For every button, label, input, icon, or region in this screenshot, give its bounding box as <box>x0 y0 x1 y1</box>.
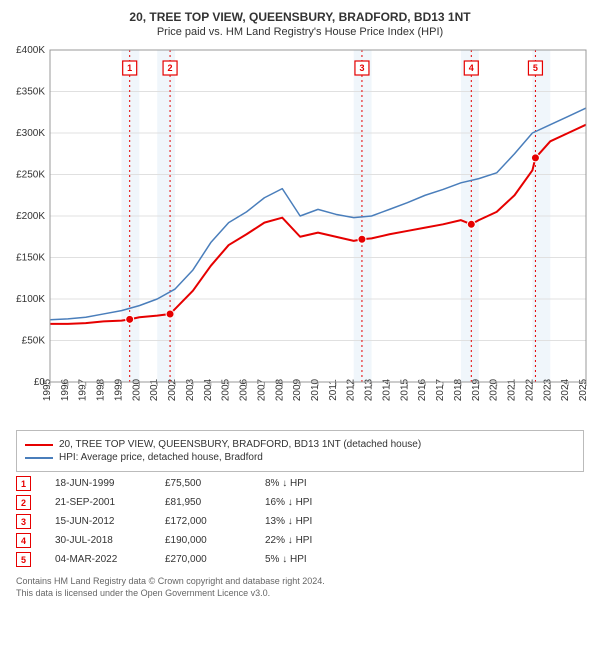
tx-hpi: 16% ↓ HPI <box>265 497 385 508</box>
legend-label: 20, TREE TOP VIEW, QUEENSBURY, BRADFORD,… <box>59 439 421 450</box>
tx-price: £190,000 <box>165 535 265 546</box>
page-subtitle: Price paid vs. HM Land Registry's House … <box>6 26 594 38</box>
tx-flag: 2 <box>16 495 31 510</box>
legend-swatch <box>25 457 53 459</box>
tx-flag: 1 <box>16 476 31 491</box>
table-row: 1 18-JUN-1999£75,5008% ↓ HPI <box>16 476 584 491</box>
footer-line-2: This data is licensed under the Open Gov… <box>16 587 584 599</box>
tx-flag: 5 <box>16 552 31 567</box>
table-row: 5 04-MAR-2022£270,0005% ↓ HPI <box>16 552 584 567</box>
svg-text:3: 3 <box>359 63 364 73</box>
svg-text:5: 5 <box>533 63 538 73</box>
svg-text:4: 4 <box>469 63 474 73</box>
svg-text:£400K: £400K <box>16 45 45 56</box>
tx-flag: 4 <box>16 533 31 548</box>
svg-text:£50K: £50K <box>22 336 46 347</box>
transaction-table: 118-JUN-1999£75,5008% ↓ HPI221-SEP-2001£… <box>16 476 584 567</box>
legend-label: HPI: Average price, detached house, Brad… <box>59 452 263 463</box>
tx-hpi: 13% ↓ HPI <box>265 516 385 527</box>
price-chart: £0£50K£100K£150K£200K£250K£300K£350K£400… <box>6 44 594 424</box>
svg-text:1: 1 <box>127 63 132 73</box>
table-row: 3 15-JUN-2012£172,00013% ↓ HPI <box>16 514 584 529</box>
tx-hpi: 5% ↓ HPI <box>265 554 385 565</box>
svg-text:£300K: £300K <box>16 128 45 139</box>
table-row: 4 30-JUL-2018£190,00022% ↓ HPI <box>16 533 584 548</box>
tx-price: £172,000 <box>165 516 265 527</box>
tx-date: 21-SEP-2001 <box>55 497 165 508</box>
svg-text:£200K: £200K <box>16 211 45 222</box>
svg-text:£150K: £150K <box>16 253 45 264</box>
tx-price: £270,000 <box>165 554 265 565</box>
svg-text:£100K: £100K <box>16 294 45 305</box>
tx-date: 18-JUN-1999 <box>55 478 165 489</box>
footer-attribution: Contains HM Land Registry data © Crown c… <box>16 575 584 599</box>
svg-text:£350K: £350K <box>16 87 45 98</box>
legend-item: HPI: Average price, detached house, Brad… <box>25 452 575 463</box>
tx-date: 04-MAR-2022 <box>55 554 165 565</box>
tx-flag: 3 <box>16 514 31 529</box>
table-row: 2 21-SEP-2001£81,95016% ↓ HPI <box>16 495 584 510</box>
tx-hpi: 22% ↓ HPI <box>265 535 385 546</box>
tx-price: £81,950 <box>165 497 265 508</box>
tx-hpi: 8% ↓ HPI <box>265 478 385 489</box>
tx-date: 30-JUL-2018 <box>55 535 165 546</box>
tx-date: 15-JUN-2012 <box>55 516 165 527</box>
legend-item: 20, TREE TOP VIEW, QUEENSBURY, BRADFORD,… <box>25 439 575 450</box>
page-title: 20, TREE TOP VIEW, QUEENSBURY, BRADFORD,… <box>6 10 594 24</box>
tx-price: £75,500 <box>165 478 265 489</box>
svg-text:2: 2 <box>168 63 173 73</box>
svg-text:£250K: £250K <box>16 170 45 181</box>
footer-line-1: Contains HM Land Registry data © Crown c… <box>16 575 584 587</box>
legend: 20, TREE TOP VIEW, QUEENSBURY, BRADFORD,… <box>16 430 584 472</box>
legend-swatch <box>25 444 53 446</box>
